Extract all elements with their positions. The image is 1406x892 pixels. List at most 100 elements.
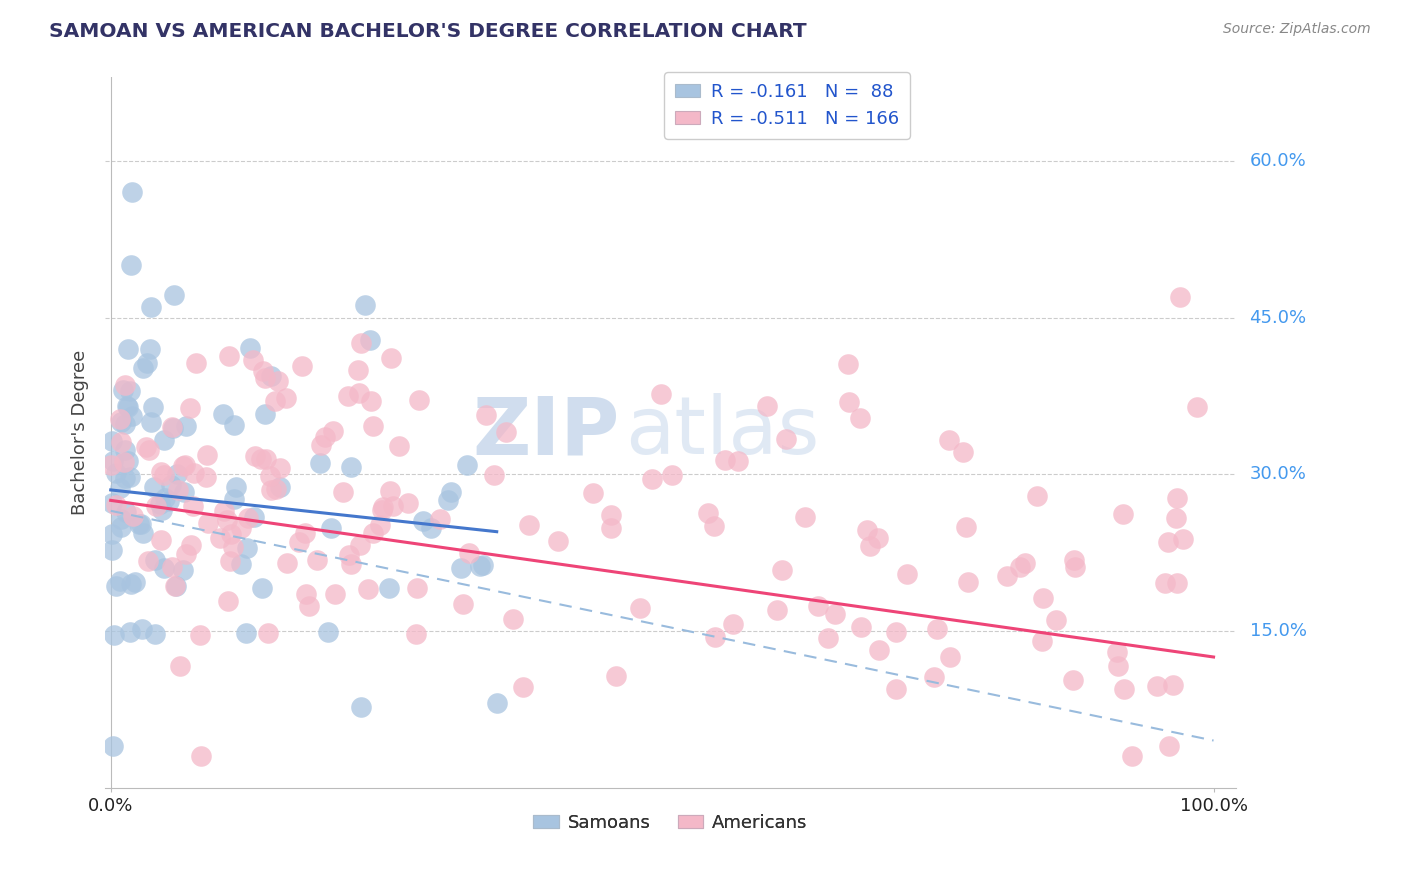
- Point: [145, 499, 167, 513]
- Point: [263, 393, 285, 408]
- Point: [131, 622, 153, 636]
- Point: [817, 631, 839, 645]
- Point: [143, 627, 166, 641]
- Point: [605, 669, 627, 683]
- Point: [250, 581, 273, 595]
- Point: [868, 643, 890, 657]
- Point: [456, 458, 478, 473]
- Point: [318, 624, 340, 639]
- Point: [360, 394, 382, 409]
- Point: [775, 433, 797, 447]
- Point: [856, 523, 879, 537]
- Point: [927, 623, 949, 637]
- Point: [250, 451, 273, 466]
- Point: [308, 456, 330, 470]
- Point: [1161, 677, 1184, 691]
- Point: [703, 519, 725, 533]
- Point: [184, 356, 207, 370]
- Point: [323, 587, 346, 601]
- Point: [340, 557, 363, 571]
- Point: [117, 342, 139, 356]
- Point: [704, 631, 727, 645]
- Point: [124, 574, 146, 589]
- Point: [153, 561, 176, 575]
- Point: [174, 458, 197, 473]
- Point: [139, 342, 162, 356]
- Point: [332, 485, 354, 500]
- Point: [167, 483, 190, 497]
- Point: [218, 594, 240, 608]
- Point: [599, 521, 621, 535]
- Point: [319, 521, 342, 535]
- Point: [1031, 634, 1053, 648]
- Point: [166, 467, 188, 481]
- Point: [1062, 673, 1084, 688]
- Point: [179, 401, 201, 415]
- Point: [122, 509, 145, 524]
- Point: [412, 514, 434, 528]
- Point: [849, 411, 872, 425]
- Point: [824, 607, 846, 621]
- Point: [157, 493, 180, 508]
- Point: [727, 454, 749, 468]
- Point: [350, 700, 373, 714]
- Point: [274, 391, 297, 405]
- Point: [713, 453, 735, 467]
- Point: [117, 400, 139, 414]
- Point: [475, 408, 498, 422]
- Point: [224, 491, 246, 506]
- Point: [371, 500, 394, 515]
- Point: [641, 472, 664, 486]
- Point: [957, 574, 980, 589]
- Point: [1166, 491, 1188, 505]
- Point: [264, 483, 287, 497]
- Point: [132, 526, 155, 541]
- Point: [260, 483, 283, 498]
- Point: [276, 556, 298, 570]
- Point: [160, 478, 183, 492]
- Point: [1014, 556, 1036, 570]
- Point: [121, 186, 143, 200]
- Point: [267, 374, 290, 388]
- Point: [807, 599, 830, 614]
- Point: [938, 433, 960, 447]
- Point: [218, 350, 240, 364]
- Point: [162, 420, 184, 434]
- Point: [212, 504, 235, 518]
- Point: [110, 415, 132, 429]
- Point: [502, 612, 524, 626]
- Point: [420, 520, 443, 534]
- Point: [254, 451, 277, 466]
- Point: [1146, 679, 1168, 693]
- Point: [938, 649, 960, 664]
- Point: [269, 461, 291, 475]
- Point: [190, 749, 212, 764]
- Point: [378, 581, 401, 595]
- Point: [1112, 681, 1135, 696]
- Point: [269, 480, 291, 494]
- Point: [361, 419, 384, 434]
- Point: [259, 468, 281, 483]
- Point: [117, 399, 139, 413]
- Point: [922, 670, 945, 684]
- Point: [148, 497, 170, 511]
- Point: [114, 378, 136, 392]
- Point: [1112, 507, 1135, 521]
- Point: [298, 599, 321, 614]
- Point: [222, 417, 245, 432]
- Point: [1064, 560, 1087, 574]
- Point: [172, 563, 194, 577]
- Point: [195, 448, 218, 462]
- Point: [105, 498, 128, 512]
- Point: [114, 442, 136, 457]
- Point: [429, 512, 451, 526]
- Point: [136, 554, 159, 568]
- Point: [110, 512, 132, 526]
- Point: [1025, 489, 1047, 503]
- Point: [756, 399, 779, 413]
- Point: [721, 617, 744, 632]
- Point: [150, 465, 173, 479]
- Point: [121, 409, 143, 423]
- Y-axis label: Bachelor's Degree: Bachelor's Degree: [72, 350, 89, 515]
- Point: [225, 480, 247, 494]
